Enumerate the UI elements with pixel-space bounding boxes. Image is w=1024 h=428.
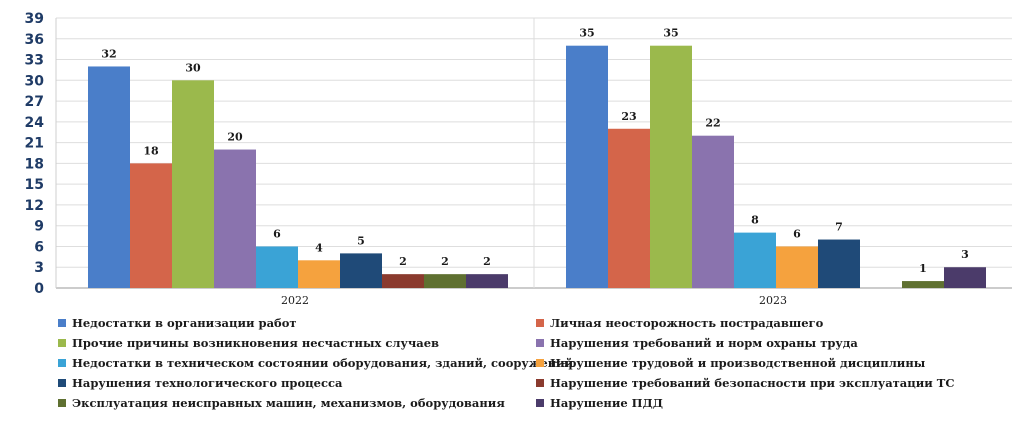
y-tick-label: 21 — [25, 136, 44, 152]
bar — [944, 267, 986, 288]
y-tick-label: 9 — [34, 219, 44, 235]
legend-item: Прочие причины возникновения несчастных … — [58, 334, 536, 351]
bar — [566, 45, 608, 288]
bar — [382, 274, 424, 288]
legend-swatch — [58, 378, 66, 387]
data-label: 8 — [751, 214, 759, 227]
legend-item: Недостатки в организации работ — [58, 314, 536, 331]
legend-label: Нарушение трудовой и производственной ди… — [550, 355, 926, 370]
bar — [902, 281, 944, 288]
legend-item: Недостатки в техническом состоянии обору… — [58, 354, 573, 371]
data-label: 2 — [441, 255, 449, 268]
data-label: 35 — [579, 27, 594, 40]
legend-label: Нарушение требований безопасности при эк… — [550, 375, 955, 390]
y-tick-label: 18 — [25, 156, 44, 172]
y-tick-label: 15 — [25, 177, 44, 193]
legend-item: Нарушение трудовой и производственной ди… — [536, 354, 988, 371]
data-label: 32 — [101, 47, 116, 60]
bar — [172, 80, 214, 288]
legend-swatch — [536, 358, 544, 367]
legend-item: Личная неосторожность пострадавшего — [536, 314, 988, 331]
data-label: 20 — [227, 131, 243, 144]
bar — [466, 274, 508, 288]
bar — [340, 253, 382, 288]
legend-label: Недостатки в техническом состоянии обору… — [72, 355, 574, 370]
legend-swatch — [58, 398, 66, 407]
bar — [734, 232, 776, 288]
legend-label: Эксплуатация неисправных машин, механизм… — [72, 395, 505, 410]
data-label: 2 — [483, 255, 491, 268]
legend: Недостатки в организации работ Личная нео… — [58, 314, 988, 411]
legend-item: Нарушение ПДД — [536, 394, 988, 411]
legend-label: Недостатки в организации работ — [72, 315, 297, 330]
legend-label: Нарушения требований и норм охраны труда — [550, 335, 858, 350]
data-label: 23 — [621, 110, 636, 123]
bar — [298, 260, 340, 288]
data-label: 30 — [185, 61, 201, 74]
bar — [650, 45, 692, 288]
data-label: 4 — [315, 241, 323, 254]
y-tick-label: 30 — [25, 73, 45, 89]
data-label: 18 — [143, 144, 159, 157]
x-tick-label: 2023 — [759, 294, 787, 307]
legend-label: Нарушения технологического процесса — [72, 375, 343, 390]
y-tick-label: 24 — [25, 115, 45, 131]
data-label: 2 — [399, 255, 407, 268]
bar — [776, 246, 818, 288]
data-label: 7 — [835, 221, 843, 234]
y-tick-label: 6 — [34, 239, 44, 255]
legend-item: Нарушение требований безопасности при эк… — [536, 374, 988, 391]
legend-swatch — [58, 318, 66, 327]
y-tick-label: 3 — [34, 260, 44, 276]
legend-swatch — [536, 398, 544, 407]
y-tick-label: 12 — [25, 198, 44, 214]
data-label: 6 — [273, 227, 281, 240]
legend-item: Нарушения технологического процесса — [58, 374, 536, 391]
bar — [692, 135, 734, 288]
bar — [256, 246, 298, 288]
y-tick-label: 0 — [34, 281, 44, 297]
legend-label: Прочие причины возникновения несчастных … — [72, 335, 440, 350]
bar — [608, 128, 650, 288]
bar — [130, 163, 172, 288]
legend-swatch — [536, 378, 544, 387]
bar — [214, 149, 256, 288]
bar — [88, 66, 130, 288]
legend-item: Нарушения требований и норм охраны труда — [536, 334, 988, 351]
legend-swatch — [536, 338, 544, 347]
bar — [818, 239, 860, 288]
y-tick-label: 27 — [25, 94, 44, 110]
data-label: 3 — [961, 248, 969, 261]
data-label: 22 — [705, 117, 720, 130]
data-label: 35 — [663, 27, 678, 40]
legend-label: Нарушение ПДД — [550, 395, 663, 410]
legend-label: Личная неосторожность пострадавшего — [550, 315, 824, 330]
x-tick-label: 2022 — [281, 294, 309, 307]
y-tick-label: 39 — [25, 11, 44, 27]
legend-swatch — [58, 358, 66, 367]
bar — [424, 274, 466, 288]
y-tick-label: 36 — [25, 32, 44, 48]
data-label: 6 — [793, 227, 801, 240]
legend-item: Эксплуатация неисправных машин, механизм… — [58, 394, 536, 411]
data-label: 1 — [919, 262, 927, 275]
legend-swatch — [58, 338, 66, 347]
legend-swatch — [536, 318, 544, 327]
data-label: 5 — [357, 234, 365, 247]
bars — [88, 45, 986, 288]
x-axis: 2022 2023 — [281, 294, 787, 307]
y-tick-label: 33 — [25, 53, 44, 69]
